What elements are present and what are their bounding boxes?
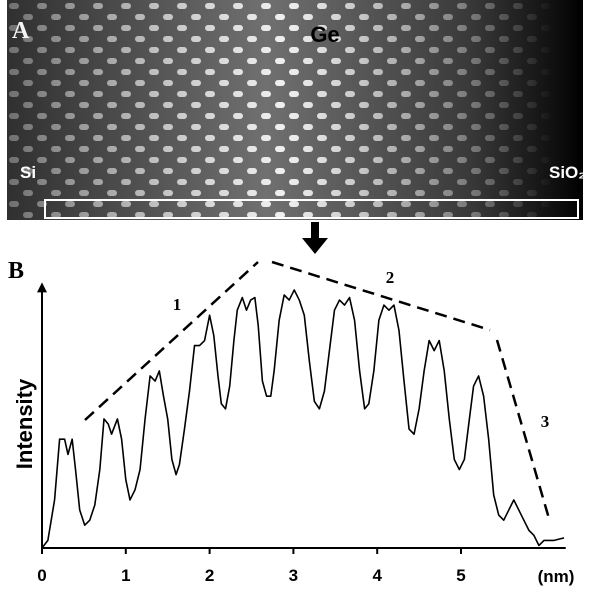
annotation: 2: [386, 268, 395, 287]
annotation: 3: [541, 412, 550, 431]
annotation: 1: [173, 295, 182, 314]
panel-label: B: [8, 258, 24, 284]
ge-label: Ge: [310, 22, 339, 47]
x-tick-label: 0: [37, 566, 46, 585]
profile-box: [44, 199, 579, 219]
y-axis-label: Intensity: [12, 378, 37, 469]
x-tick-label: 2: [205, 566, 214, 585]
y-axis-arrow: [37, 282, 47, 293]
sio2-label: SiO₂: [549, 163, 586, 182]
x-axis-label: (nm): [538, 567, 575, 586]
x-tick-label: 4: [372, 566, 382, 585]
intensity-line: [41, 289, 565, 549]
guide-lines: [84, 260, 552, 523]
arrow: [302, 222, 328, 254]
x-tick-label: 3: [289, 566, 298, 585]
si-label: Si: [20, 163, 36, 182]
x-tick-label: 1: [121, 566, 130, 585]
x-tick-label: 5: [456, 566, 465, 585]
tem-image: [7, 0, 583, 220]
panel-label: A: [12, 18, 30, 44]
